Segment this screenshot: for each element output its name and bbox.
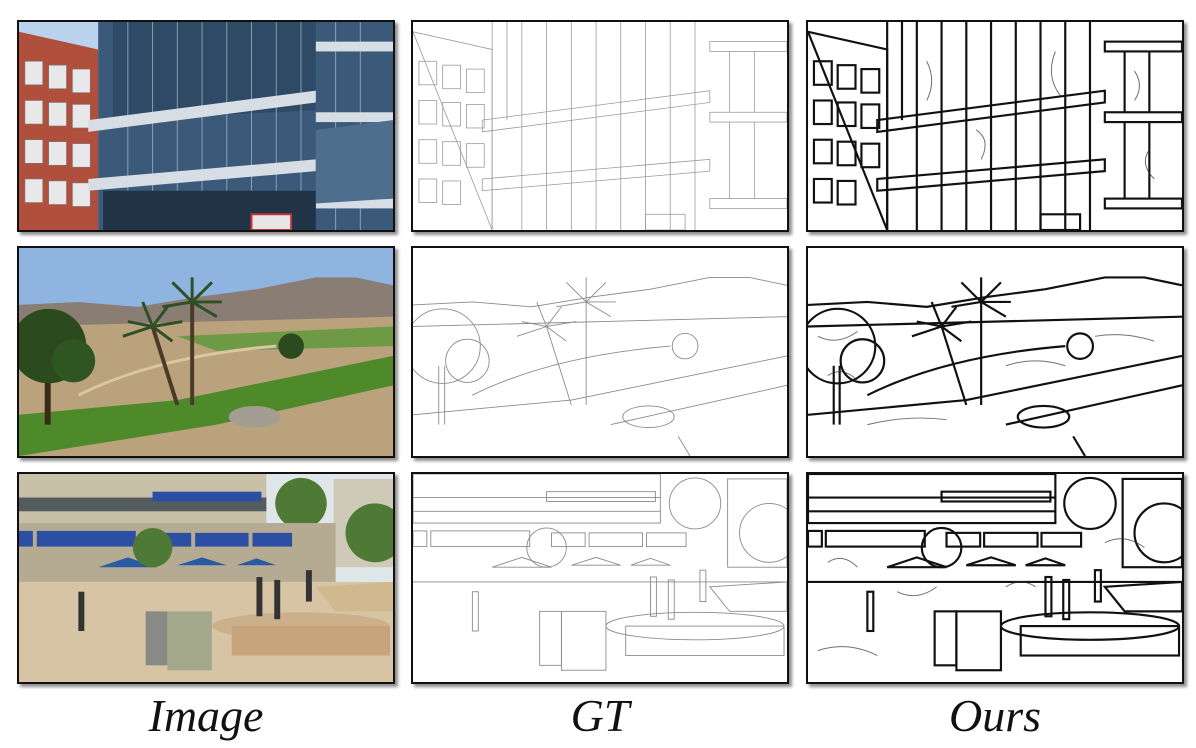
gt-plaza-edges xyxy=(411,472,789,684)
ours-landscape-edges xyxy=(806,246,1184,458)
gt-landscape-edges xyxy=(411,246,789,458)
image-landscape-photo xyxy=(17,246,395,458)
image-plaza-photo xyxy=(17,472,395,684)
column-label-gt: GT xyxy=(570,690,630,741)
ours-plaza-edges xyxy=(806,472,1184,684)
column-label-image: Image xyxy=(148,690,264,741)
gt-building-edges xyxy=(411,20,789,232)
column-label-ours: Ours xyxy=(948,690,1042,741)
image-building-photo xyxy=(17,20,395,232)
ours-building-edges xyxy=(806,20,1184,232)
